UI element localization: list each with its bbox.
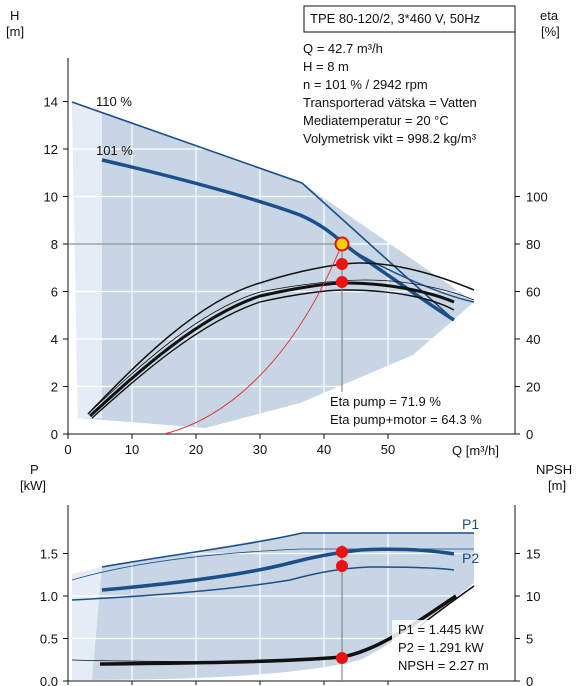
chart-title: TPE 80-120/2, 3*460 V, 50Hz	[310, 11, 480, 26]
info-line-temp: Mediatemperatur = 20 °C	[303, 113, 449, 128]
eta-curve-lower	[91, 289, 455, 419]
bottom-y-tick-label-0: 0.0	[40, 674, 58, 686]
info-line-liquid: Transporterad vätska = Vatten	[303, 95, 477, 110]
top-x-tick-label-4: 40	[317, 442, 331, 457]
top-y-tick-label-5: 10	[44, 190, 58, 205]
curve-110-percent	[71, 101, 455, 321]
label-110-percent: 110 %	[96, 94, 132, 109]
top-y-right-tick-label-5: 100	[526, 190, 548, 205]
top-y-right-tick-label-0: 0	[526, 427, 533, 442]
eta-curve-upper	[87, 262, 475, 415]
marker-eta-upper	[336, 258, 348, 270]
bottom-y-ticks: 0.0 0.5 1.0 1.5	[40, 547, 68, 686]
eta-pump-curve	[88, 281, 455, 418]
top-x-label: Q [m³/h]	[452, 443, 499, 458]
top-y-label: H	[10, 8, 19, 23]
bottom-y-right-ticks: 0 5 10 15	[515, 547, 540, 686]
system-curve	[163, 243, 343, 435]
marker-npsh	[336, 652, 348, 664]
top-y-right-tick-label-4: 80	[526, 237, 540, 252]
top-chart: 0 10 20 30 40 50 0 2 4 6 8 10 12 14 0 20 40 60 80 100 H […	[6, 5, 560, 458]
top-y-tick-label-3: 6	[51, 285, 58, 300]
top-x-tick-label-0: 0	[64, 442, 71, 457]
top-y-tick-label-6: 12	[44, 142, 58, 157]
label-101-percent: 101 %	[96, 143, 133, 158]
operating-point-marker	[334, 236, 350, 252]
top-y-tick-label-1: 2	[51, 380, 58, 395]
p1-curve	[101, 532, 474, 568]
bottom-chart: 0.0 0.5 1.0 1.5 0 5 10 15 P [kW] NPSH [m] P1 P…	[20, 462, 572, 686]
p2-curve	[101, 547, 455, 592]
info-line-n: n = 101 % / 2942 rpm	[303, 77, 428, 92]
bottom-region-light-strip	[72, 567, 102, 680]
bottom-y-right-unit: [m]	[548, 478, 566, 493]
bottom-operating-region	[72, 533, 474, 680]
bottom-y-label: P	[30, 462, 39, 477]
top-y-right-unit: [%]	[541, 24, 560, 39]
p1-thin-curve	[71, 548, 474, 581]
power-annotation-bg	[392, 620, 512, 676]
label-p1: P1	[462, 516, 479, 532]
top-y-right-label: eta	[540, 8, 559, 23]
label-p2: P2	[462, 550, 479, 566]
top-y-tick-label-0: 0	[51, 427, 58, 442]
top-x-tick-label-1: 10	[125, 442, 139, 457]
bottom-y-right-tick-label-2: 10	[526, 589, 540, 604]
top-y-right-tick-label-2: 40	[526, 332, 540, 347]
eta-curve-thin	[87, 279, 475, 415]
title-box	[303, 5, 516, 33]
eta-pump-annotation: Eta pump = 71.9 %	[330, 394, 441, 409]
top-y-right-ticks: 0 20 40 60 80 100	[515, 190, 548, 442]
bottom-y-right-tick-label-3: 15	[526, 547, 540, 562]
marker-eta-pump	[336, 276, 348, 288]
bottom-y-unit: [kW]	[20, 478, 46, 493]
top-x-tick-label-2: 20	[189, 442, 203, 457]
curve-thin-right	[341, 243, 475, 303]
p2-lower-curve	[71, 566, 455, 601]
top-y-tick-label-2: 4	[51, 332, 58, 347]
top-y-tick-label-4: 8	[51, 237, 58, 252]
top-y-unit: [m]	[6, 24, 24, 39]
bottom-y-tick-label-1: 0.5	[40, 632, 58, 647]
top-x-ticks: 0 10 20 30 40 50	[64, 434, 395, 457]
info-line-density: Volymetrisk vikt = 998.2 kg/m³	[303, 131, 477, 146]
top-x-tick-label-3: 30	[253, 442, 267, 457]
eta-total-annotation: Eta pump+motor = 64.3 %	[330, 412, 482, 427]
npsh-annotation: NPSH = 2.27 m	[398, 658, 489, 673]
top-x-tick-label-5: 50	[381, 442, 395, 457]
top-y-right-tick-label-3: 60	[526, 285, 540, 300]
p1-annotation: P1 = 1.445 kW	[398, 622, 484, 637]
top-y-ticks: 0 2 4 6 8 10 12 14	[44, 95, 68, 442]
bottom-y-right-label: NPSH	[536, 462, 572, 477]
bottom-y-right-tick-label-1: 5	[526, 632, 533, 647]
marker-p1	[336, 546, 348, 558]
bottom-y-tick-label-2: 1.0	[40, 589, 58, 604]
info-line-q: Q = 42.7 m³/h	[303, 41, 383, 56]
bottom-y-right-tick-label-0: 0	[526, 674, 533, 686]
p2-annotation: P2 = 1.291 kW	[398, 640, 484, 655]
info-line-h: H = 8 m	[303, 59, 349, 74]
top-y-right-tick-label-1: 20	[526, 380, 540, 395]
bottom-y-tick-label-3: 1.5	[40, 547, 58, 562]
marker-p2	[336, 560, 348, 572]
top-y-tick-label-7: 14	[44, 95, 58, 110]
eta-annotation-bg	[326, 392, 504, 430]
